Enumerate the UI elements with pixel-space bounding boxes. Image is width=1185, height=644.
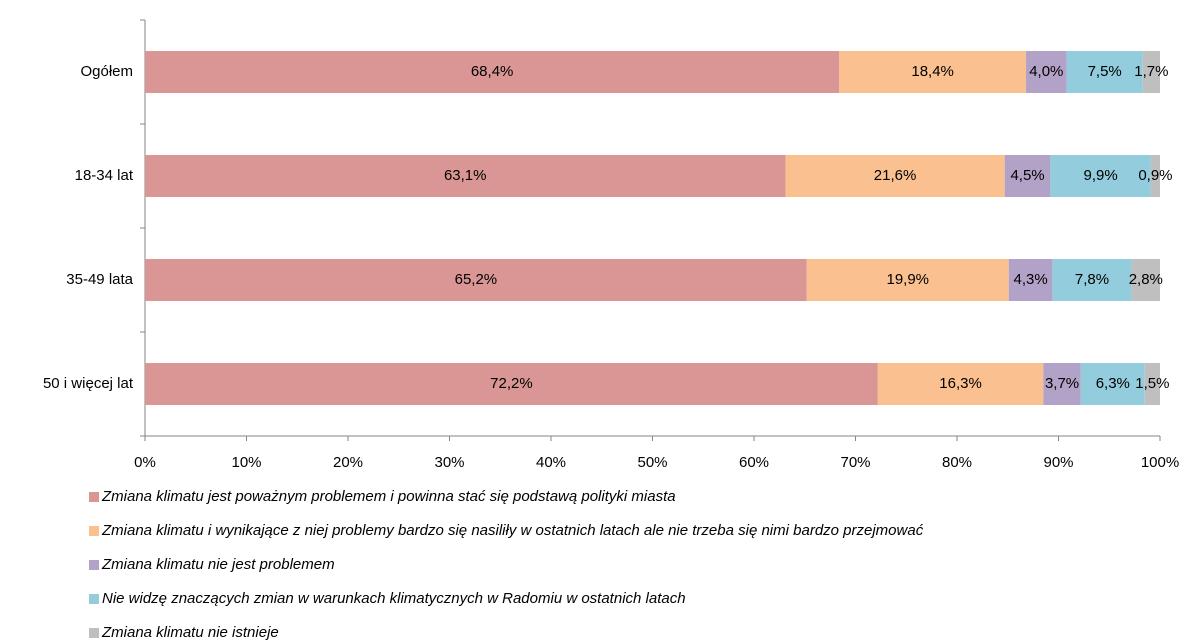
data-label: 4,3%: [1013, 271, 1047, 288]
bar-segment: [806, 259, 1009, 301]
data-label: 72,2%: [490, 375, 533, 392]
bar-segment: [1150, 155, 1160, 197]
data-label: 7,5%: [1088, 63, 1122, 80]
bar-segment: [1131, 259, 1160, 301]
data-label: 4,5%: [1010, 167, 1044, 184]
bar-segment: [145, 363, 878, 405]
bar-segment: [1080, 363, 1145, 405]
data-label: 18,4%: [911, 63, 954, 80]
bar-segment: [1066, 51, 1143, 93]
x-tick-label: 50%: [637, 454, 667, 471]
bar-segment: [839, 51, 1027, 93]
bar-segment: [1004, 155, 1051, 197]
bar-segment: [1050, 155, 1151, 197]
data-label: 0,9%: [1138, 167, 1172, 184]
data-label: 63,1%: [444, 167, 487, 184]
data-label: 9,9%: [1084, 167, 1118, 184]
x-tick-label: 0%: [134, 454, 156, 471]
data-label: 4,0%: [1029, 63, 1063, 80]
data-label: 1,7%: [1134, 63, 1168, 80]
data-label: 68,4%: [471, 63, 514, 80]
x-tick-label: 30%: [434, 454, 464, 471]
bar-segment: [1144, 363, 1160, 405]
data-label: 21,6%: [874, 167, 917, 184]
bar-segment: [1008, 259, 1053, 301]
x-tick-label: 10%: [231, 454, 261, 471]
legend-label: Zmiana klimatu nie istnieje: [101, 624, 279, 641]
x-tick-label: 70%: [840, 454, 870, 471]
legend-swatch: [89, 628, 99, 638]
bar-segment: [1043, 363, 1081, 405]
data-label: 7,8%: [1075, 271, 1109, 288]
bar-segment: [145, 51, 840, 93]
x-tick-label: 100%: [1141, 454, 1179, 471]
y-tick-label: 35-49 lata: [66, 271, 133, 288]
legend-label: Zmiana klimatu i wynikające z niej probl…: [101, 522, 924, 539]
legend-label: Zmiana klimatu jest poważnym problemem i…: [101, 488, 676, 505]
legend-swatch: [89, 526, 99, 536]
bar-segment: [1026, 51, 1067, 93]
data-label: 2,8%: [1129, 271, 1163, 288]
bar-segment: [145, 155, 786, 197]
y-tick-label: 50 i więcej lat: [43, 375, 134, 392]
bar-segment: [145, 259, 807, 301]
bar-segment: [1142, 51, 1160, 93]
x-tick-label: 40%: [536, 454, 566, 471]
data-label: 6,3%: [1096, 375, 1130, 392]
x-tick-label: 60%: [739, 454, 769, 471]
bar-segment: [785, 155, 1005, 197]
bar-segment: [1052, 259, 1132, 301]
y-tick-label: Ogółem: [80, 63, 133, 80]
data-label: 1,5%: [1135, 375, 1169, 392]
x-tick-label: 80%: [942, 454, 972, 471]
x-tick-label: 20%: [333, 454, 363, 471]
bar-segment: [877, 363, 1044, 405]
legend-swatch: [89, 492, 99, 502]
x-tick-label: 90%: [1043, 454, 1073, 471]
y-tick-label: 18-34 lat: [75, 167, 134, 184]
data-label: 16,3%: [939, 375, 982, 392]
data-label: 19,9%: [886, 271, 929, 288]
legend-label: Zmiana klimatu nie jest problemem: [101, 556, 335, 573]
data-label: 3,7%: [1045, 375, 1079, 392]
data-label: 65,2%: [455, 271, 498, 288]
legend-swatch: [89, 560, 99, 570]
legend-label: Nie widzę znaczących zmian w warunkach k…: [102, 590, 686, 607]
legend-swatch: [89, 594, 99, 604]
